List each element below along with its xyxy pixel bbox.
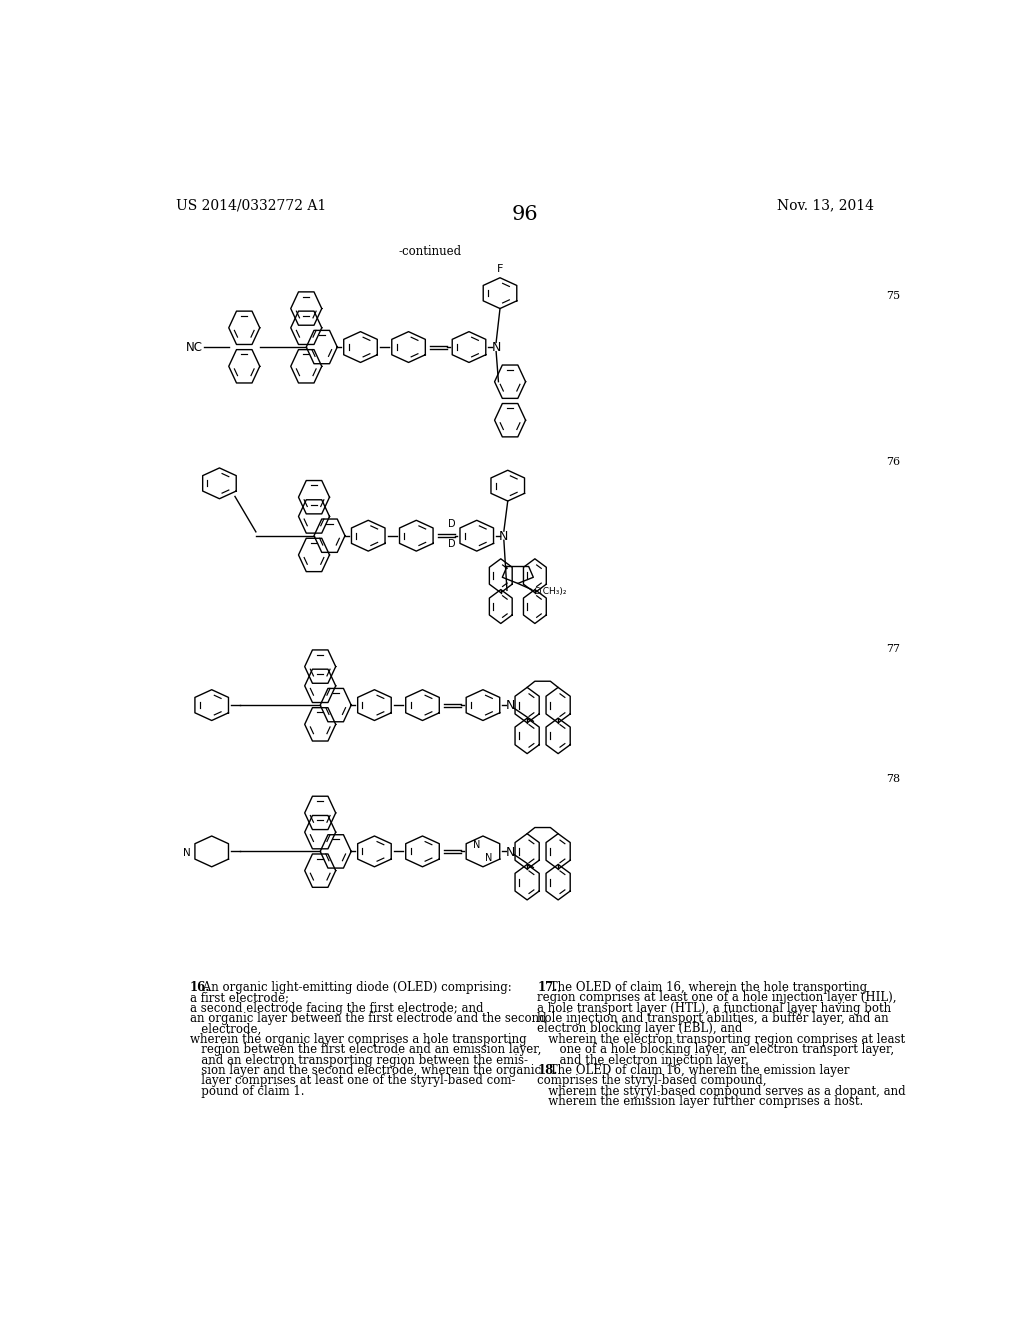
Text: N: N [506,846,515,859]
Text: N: N [183,847,190,858]
Text: F: F [497,264,503,275]
Text: 16.: 16. [190,981,210,994]
Text: N: N [506,700,515,713]
Text: one of a hole blocking layer, an electron transport layer,: one of a hole blocking layer, an electro… [538,1043,894,1056]
Text: D: D [449,519,456,529]
Text: electrode,: electrode, [190,1022,261,1035]
Text: N: N [485,853,493,862]
Text: hole injection and transport abilities, a buffer layer, and an: hole injection and transport abilities, … [538,1012,889,1024]
Text: The OLED of claim 16, wherein the emission layer: The OLED of claim 16, wherein the emissi… [546,1064,850,1077]
Text: N: N [473,841,480,850]
Text: 75: 75 [886,290,900,301]
Text: Nov. 13, 2014: Nov. 13, 2014 [776,198,873,213]
Text: 77: 77 [886,644,900,653]
Text: region between the first electrode and an emission layer,: region between the first electrode and a… [190,1043,542,1056]
Text: An organic light-emitting diode (OLED) comprising:: An organic light-emitting diode (OLED) c… [199,981,512,994]
Text: C(CH₃)₂: C(CH₃)₂ [534,586,567,595]
Text: US 2014/0332772 A1: US 2014/0332772 A1 [176,198,327,213]
Text: 76: 76 [886,457,900,467]
Text: wherein the organic layer comprises a hole transporting: wherein the organic layer comprises a ho… [190,1032,526,1045]
Text: 78: 78 [886,775,900,784]
Text: The OLED of claim 16, wherein the hole transporting: The OLED of claim 16, wherein the hole t… [546,981,867,994]
Text: 17.: 17. [538,981,558,994]
Text: a second electrode facing the first electrode; and: a second electrode facing the first elec… [190,1002,483,1015]
Text: N: N [492,342,501,354]
Text: -continued: -continued [398,244,462,257]
Text: electron blocking layer (EBL), and: electron blocking layer (EBL), and [538,1022,742,1035]
Text: wherein the emission layer further comprises a host.: wherein the emission layer further compr… [538,1096,863,1107]
Text: 96: 96 [511,205,539,223]
Text: a first electrode;: a first electrode; [190,991,289,1005]
Text: comprises the styryl-based compound,: comprises the styryl-based compound, [538,1074,767,1088]
Text: layer comprises at least one of the styryl-based com-: layer comprises at least one of the styr… [190,1074,515,1088]
Text: pound of claim 1.: pound of claim 1. [190,1085,304,1098]
Text: a hole transport layer (HTL), a functional layer having both: a hole transport layer (HTL), a function… [538,1002,891,1015]
Text: wherein the electron transporting region comprises at least: wherein the electron transporting region… [538,1032,905,1045]
Text: an organic layer between the first electrode and the second: an organic layer between the first elect… [190,1012,547,1024]
Text: and an electron transporting region between the emis-: and an electron transporting region betw… [190,1053,528,1067]
Text: sion layer and the second electrode, wherein the organic: sion layer and the second electrode, whe… [190,1064,541,1077]
Text: wherein the styryl-based compound serves as a dopant, and: wherein the styryl-based compound serves… [538,1085,906,1098]
Text: and the electron injection layer.: and the electron injection layer. [538,1053,750,1067]
Text: 18.: 18. [538,1064,558,1077]
Text: N: N [499,529,509,543]
Text: NC: NC [185,342,203,354]
Text: region comprises at least one of a hole injection layer (HIL),: region comprises at least one of a hole … [538,991,897,1005]
Text: D: D [449,539,456,549]
